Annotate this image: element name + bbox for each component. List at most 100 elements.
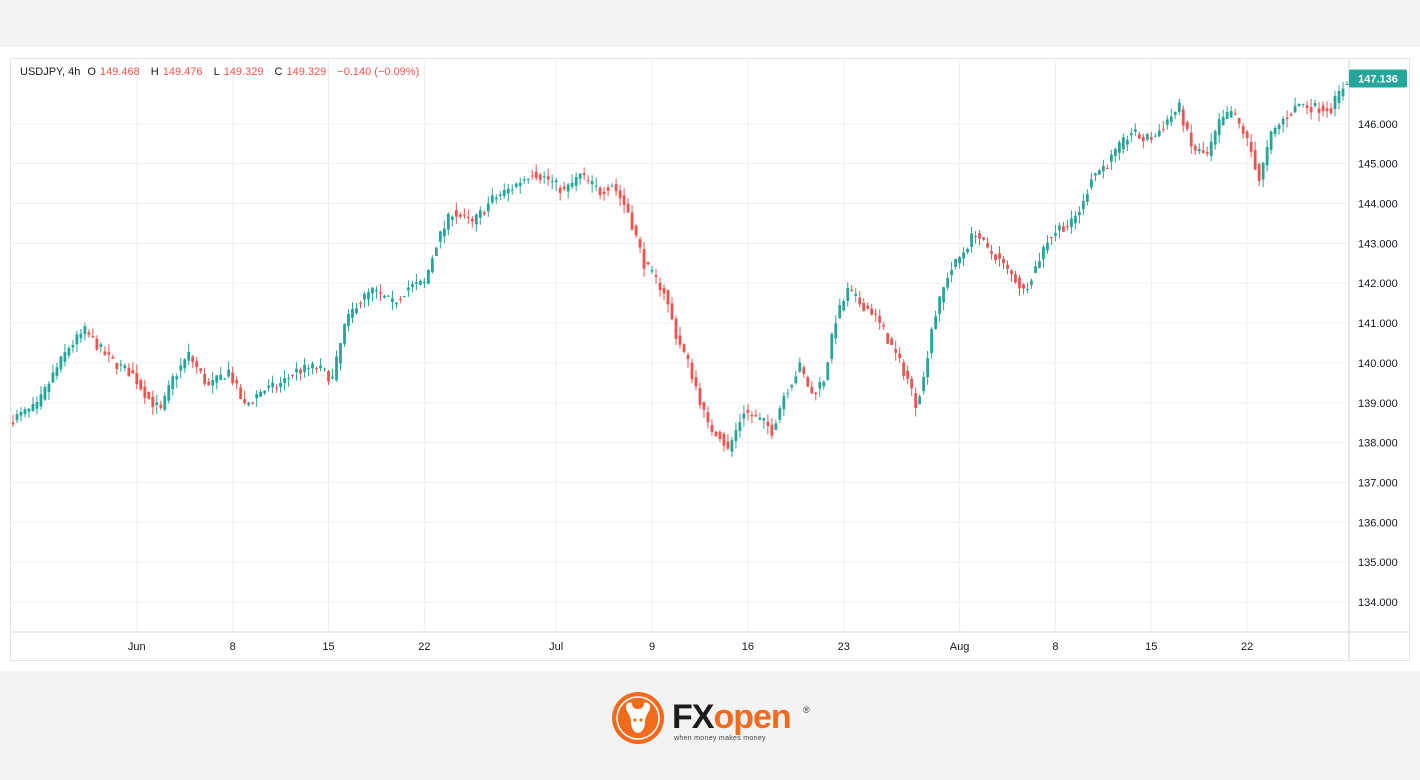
candle-down: [466, 216, 470, 218]
candle-up: [295, 368, 298, 373]
candle-up: [650, 269, 654, 272]
candle-down: [750, 414, 754, 417]
candle-up: [522, 179, 526, 181]
candle-up: [506, 188, 510, 194]
price-tick-label: 143.000: [1358, 238, 1398, 250]
candle-up: [67, 348, 71, 356]
candle-down: [558, 187, 562, 193]
candle-up: [371, 287, 374, 294]
candle-down: [530, 175, 534, 177]
candle-down: [275, 387, 279, 389]
candle-up: [566, 184, 570, 192]
low-value: 149.329: [223, 66, 264, 78]
candle-up: [418, 280, 422, 285]
candle-up: [486, 203, 490, 212]
candle-down: [1137, 134, 1141, 139]
candle-up: [211, 380, 215, 386]
candle-up: [171, 376, 175, 389]
candle-up: [1070, 218, 1073, 228]
candle-up: [1169, 116, 1173, 123]
candle-down: [1205, 152, 1209, 154]
candle-up: [403, 296, 406, 298]
candle-down: [710, 425, 714, 432]
time-tick-label: 9: [649, 641, 655, 653]
candle-down: [634, 225, 638, 236]
time-tick-label: Jun: [128, 641, 146, 653]
fxopen-logo[interactable]: [610, 689, 820, 747]
price-tick-label: 140.000: [1358, 358, 1398, 370]
candle-up: [99, 344, 103, 348]
candle-up: [950, 270, 953, 276]
brand-wordmark: FXopen: [672, 698, 792, 737]
candle-down: [315, 368, 318, 370]
candle-down: [87, 332, 91, 335]
candle-down: [666, 290, 670, 305]
candle-down: [722, 433, 726, 446]
candle-up: [1058, 225, 1061, 231]
candle-down: [131, 370, 135, 374]
candle-up: [442, 228, 446, 237]
candle-down: [670, 303, 674, 320]
candle-up: [79, 333, 83, 339]
open-label: O: [87, 66, 96, 78]
candle-up: [175, 376, 179, 380]
footer: [0, 671, 1420, 780]
candle-down: [11, 422, 15, 425]
candle-up: [514, 183, 518, 187]
candle-up: [922, 376, 926, 392]
candle-up: [578, 173, 582, 179]
candle-up: [790, 384, 794, 388]
candle-down: [1245, 131, 1249, 139]
candle-up: [323, 368, 326, 370]
candle-up: [786, 392, 790, 394]
chart-card: [0, 47, 1420, 671]
candle-up: [1113, 149, 1117, 157]
candle-up: [339, 342, 342, 364]
candle-down: [1257, 164, 1261, 181]
candle-down: [159, 404, 163, 408]
candle-up: [355, 308, 358, 314]
candle-up: [15, 414, 19, 421]
candle-down: [614, 184, 618, 192]
candle-down: [207, 381, 211, 386]
candle-down: [982, 237, 985, 240]
candle-down: [754, 414, 758, 417]
candle-down: [1233, 113, 1237, 115]
candle-up: [1281, 118, 1285, 125]
candle-down: [746, 409, 750, 413]
candle-up: [1177, 102, 1181, 113]
candle-up: [1030, 280, 1033, 285]
candle-down: [1006, 264, 1009, 269]
candle-up: [167, 385, 171, 401]
bull-emblem-icon: [612, 692, 664, 744]
chart-panel[interactable]: [10, 58, 1410, 661]
candle-down: [850, 289, 854, 292]
brand-open: open: [713, 698, 791, 736]
candle-up: [1101, 165, 1105, 172]
candle-up: [570, 182, 574, 187]
time-tick-label: Jul: [549, 641, 563, 653]
candle-up: [550, 181, 554, 183]
candle-down: [1329, 108, 1333, 114]
price-tick-label: 135.000: [1358, 557, 1398, 569]
candle-up: [946, 277, 949, 288]
candle-up: [494, 197, 498, 200]
candle-up: [590, 181, 594, 185]
candle-up: [119, 364, 123, 366]
candle-up: [411, 283, 414, 288]
candle-up: [1333, 96, 1337, 109]
candle-up: [23, 409, 27, 415]
candle-down: [874, 313, 878, 315]
candle-down: [470, 218, 474, 222]
candle-down: [1010, 270, 1013, 275]
candle-up: [59, 356, 63, 370]
candle-down: [886, 333, 890, 344]
candle-up: [1217, 119, 1221, 135]
candle-up: [179, 365, 183, 371]
candle-up: [1054, 232, 1057, 236]
candle-up: [498, 194, 502, 196]
candle-down: [191, 356, 195, 362]
candle-down: [1189, 132, 1193, 147]
